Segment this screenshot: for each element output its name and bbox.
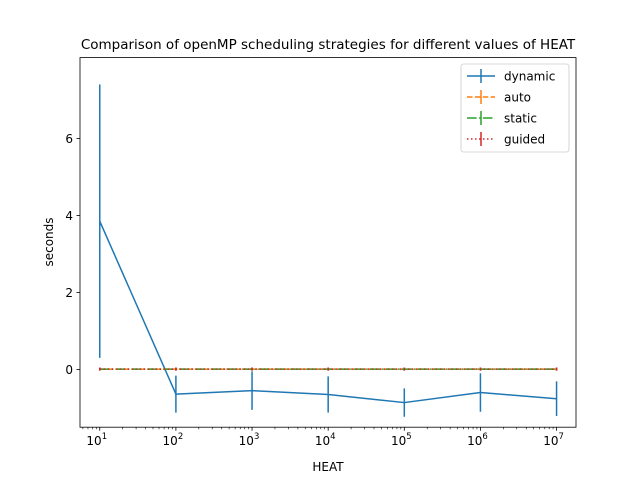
plot-area [99, 84, 558, 417]
x-tick-label: 104 [315, 432, 336, 448]
legend-label-static: static [504, 111, 537, 125]
legend-label-guided: guided [504, 132, 545, 146]
x-axis: 101 102 103 104 105 106 107 [82, 427, 564, 448]
x-tick-label: 102 [163, 432, 184, 448]
x-tick-label: 101 [86, 432, 107, 448]
legend-label-auto: auto [504, 90, 531, 104]
x-tick-label: 103 [239, 432, 260, 448]
y-axis: 0 2 4 6 [65, 132, 80, 377]
legend-box [460, 63, 570, 153]
x-axis-label: HEAT [312, 460, 344, 474]
x-tick-label: 106 [467, 432, 488, 448]
y-axis-label: seconds [42, 217, 56, 266]
x-tick-label: 107 [543, 432, 564, 448]
chart-title: Comparison of openMP scheduling strategi… [81, 37, 576, 53]
legend-label-dynamic: dynamic [504, 69, 555, 83]
series-dynamic [99, 84, 558, 417]
x-tick-label: 105 [391, 432, 412, 448]
series-guided [99, 367, 558, 371]
y-tick-label: 2 [65, 286, 73, 300]
y-tick-label: 4 [65, 209, 73, 223]
legend: dynamic auto static guided [460, 63, 570, 153]
y-tick-label: 6 [65, 132, 73, 146]
y-tick-label: 0 [65, 363, 73, 377]
